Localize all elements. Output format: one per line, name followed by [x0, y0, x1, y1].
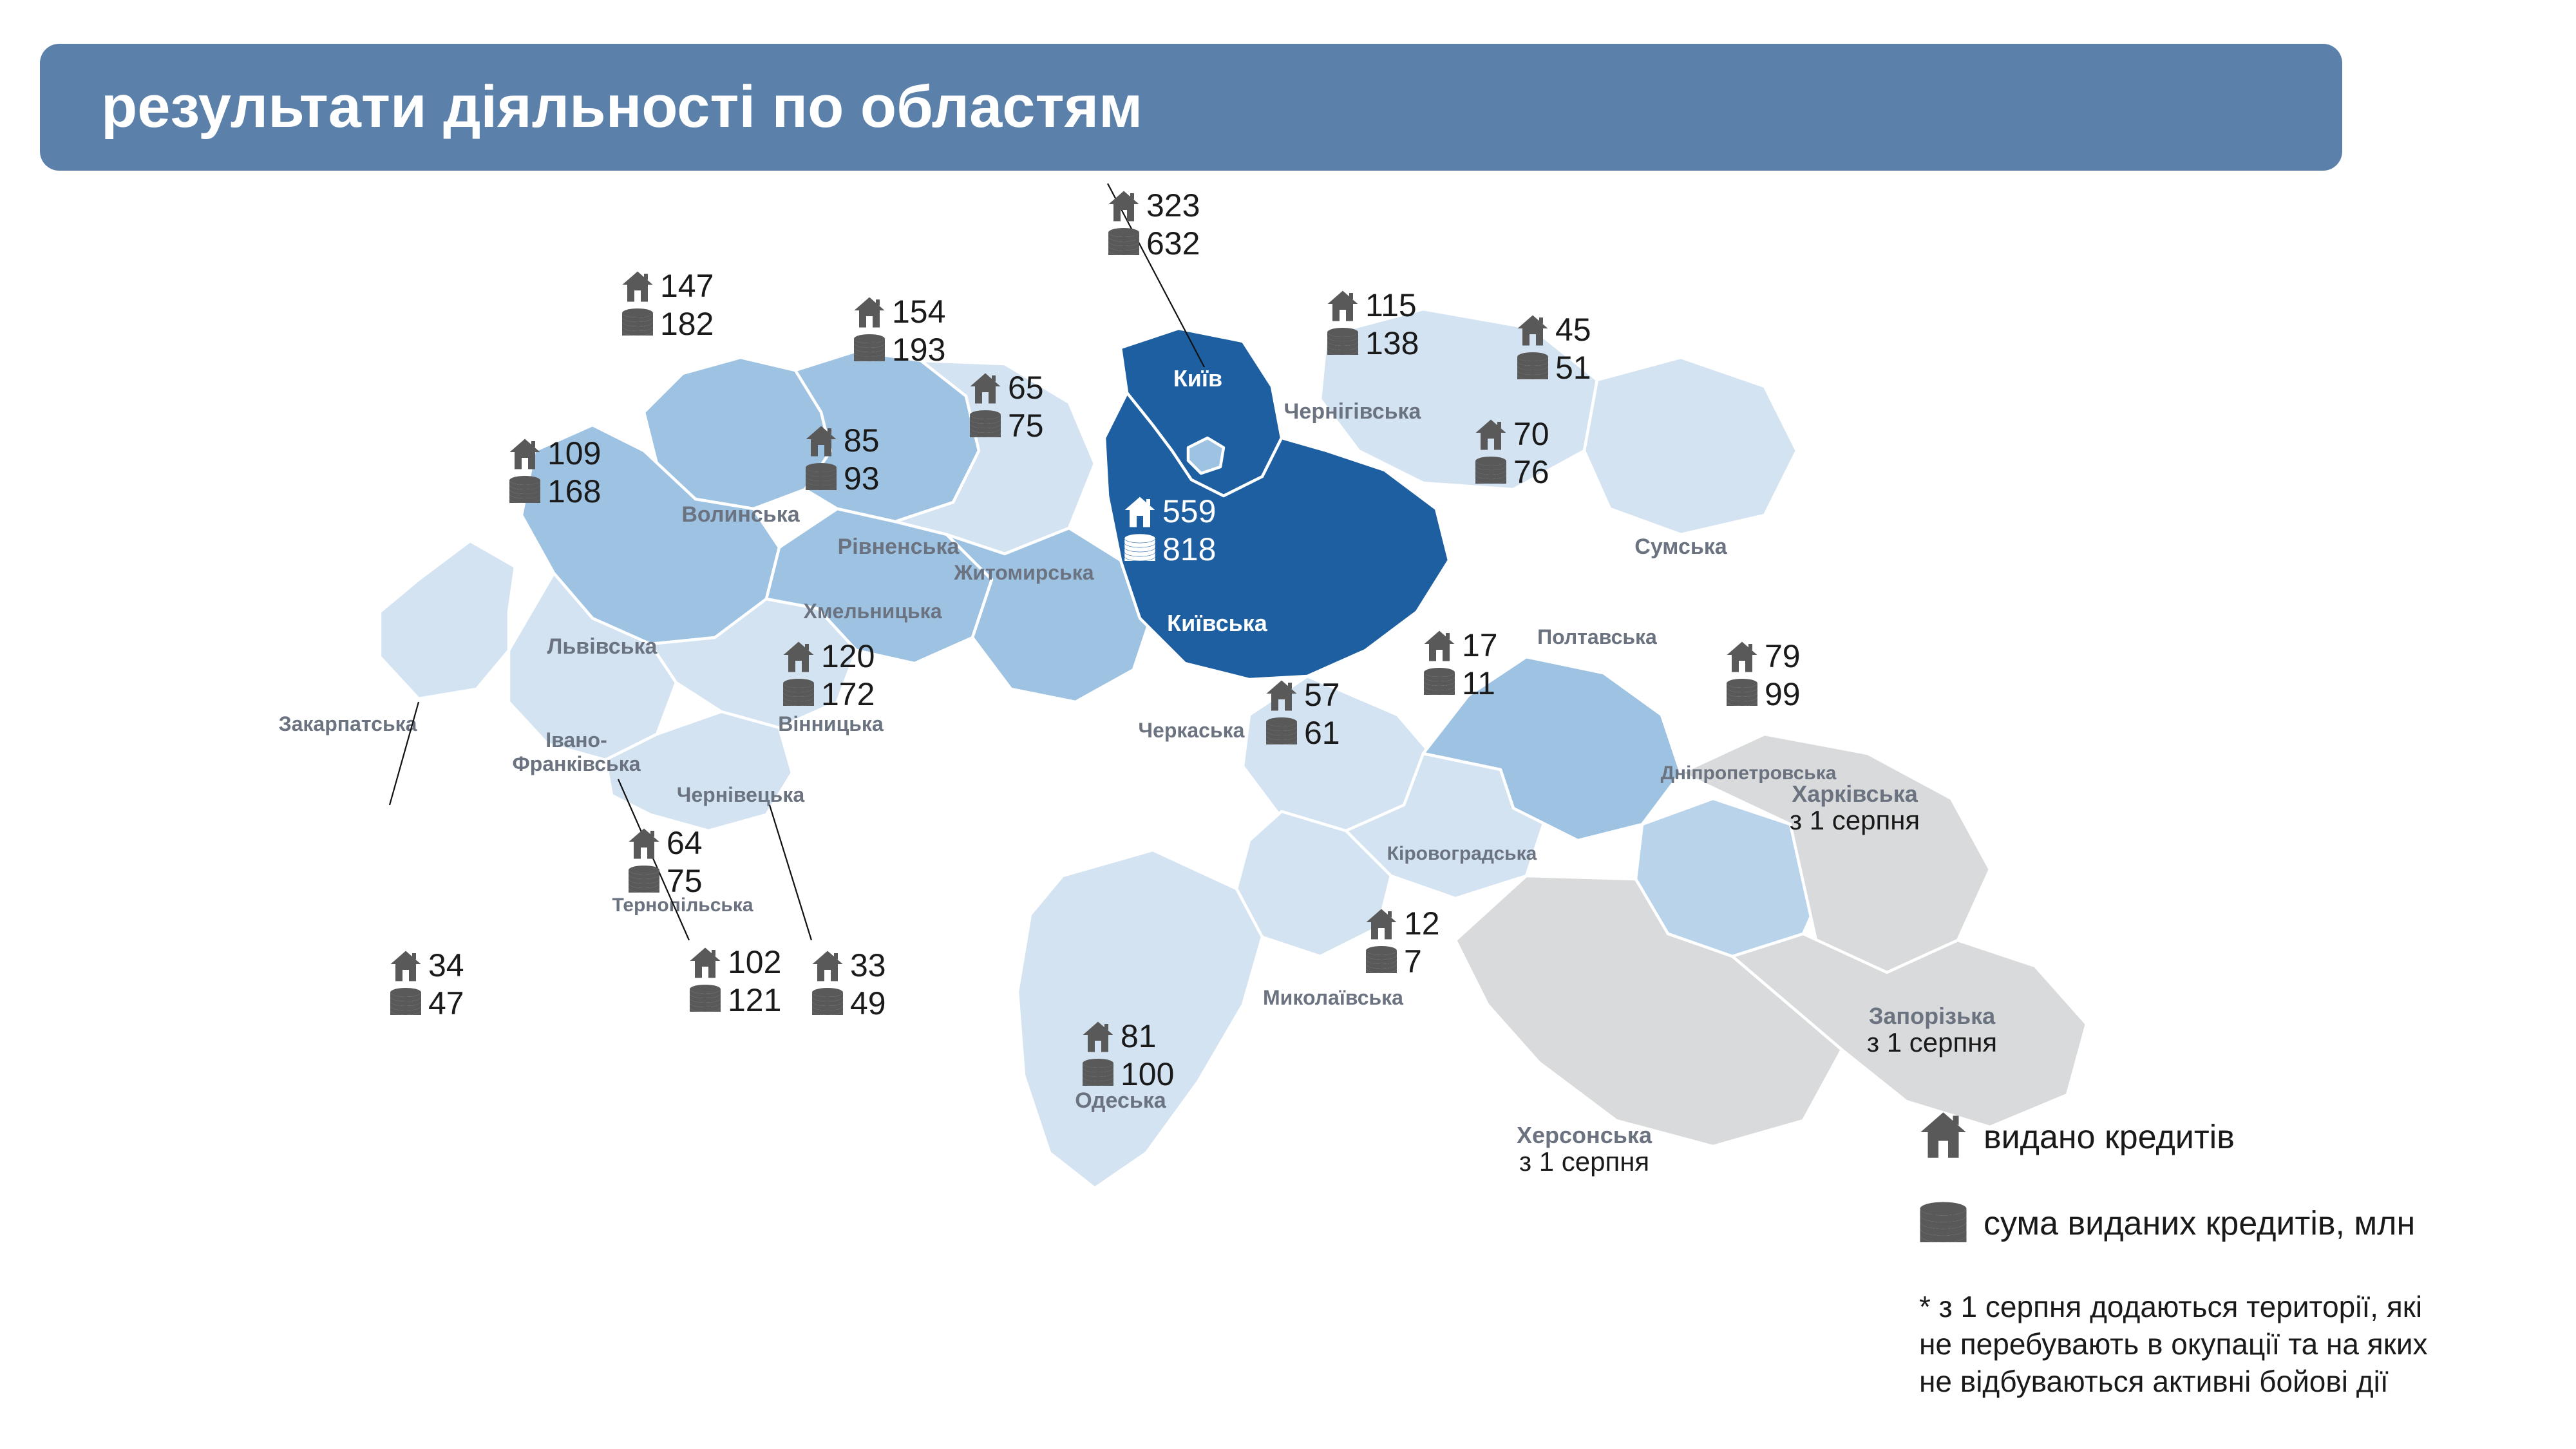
svg-text:* з 1 серпня додаються територ: * з 1 серпня додаються території, які не…: [1919, 1290, 2436, 1398]
svg-text:Хмельницька: Хмельницька: [804, 600, 942, 623]
svg-text:115: 115: [1365, 287, 1417, 323]
svg-text:182: 182: [660, 306, 714, 342]
svg-text:33: 33: [850, 947, 886, 983]
svg-text:17: 17: [1462, 627, 1498, 663]
svg-text:Чернівецька: Чернівецька: [677, 783, 804, 806]
svg-text:Миколаївська: Миколаївська: [1263, 986, 1403, 1009]
svg-text:85: 85: [844, 422, 880, 459]
svg-text:65: 65: [1008, 370, 1044, 406]
svg-text:Полтавська: Полтавська: [1537, 625, 1657, 649]
svg-text:Київ: Київ: [1173, 365, 1222, 392]
svg-text:172: 172: [821, 676, 875, 712]
svg-text:Вінницька: Вінницька: [778, 712, 884, 735]
svg-text:49: 49: [850, 985, 886, 1021]
svg-text:Сумська: Сумська: [1634, 535, 1728, 559]
svg-text:7: 7: [1404, 943, 1422, 980]
svg-text:57: 57: [1304, 677, 1340, 713]
svg-text:120: 120: [821, 638, 875, 674]
svg-text:76: 76: [1513, 454, 1549, 490]
svg-text:47: 47: [428, 985, 464, 1021]
svg-text:70: 70: [1513, 416, 1549, 452]
svg-text:81: 81: [1121, 1018, 1157, 1054]
svg-text:34: 34: [428, 947, 464, 983]
svg-text:154: 154: [892, 294, 945, 330]
svg-text:138: 138: [1365, 325, 1419, 361]
svg-text:Львівська: Львівська: [547, 634, 658, 659]
svg-text:61: 61: [1304, 715, 1340, 751]
svg-text:102: 102: [728, 944, 781, 980]
svg-text:79: 79: [1765, 638, 1801, 674]
svg-text:45: 45: [1555, 312, 1591, 348]
svg-text:193: 193: [892, 332, 945, 368]
svg-text:75: 75: [667, 863, 703, 899]
svg-text:147: 147: [660, 268, 714, 304]
svg-text:64: 64: [667, 825, 703, 861]
svg-text:99: 99: [1765, 676, 1801, 712]
svg-text:93: 93: [844, 460, 880, 497]
svg-text:Кіровоградська: Кіровоградська: [1387, 843, 1537, 864]
svg-text:сума виданих кредитів, млн: сума виданих кредитів, млн: [1984, 1205, 2415, 1242]
svg-text:Чернігівська: Чернігівська: [1284, 399, 1422, 424]
svg-text:Дніпропетровська: Дніпропетровська: [1661, 762, 1837, 784]
svg-text:632: 632: [1146, 225, 1200, 261]
svg-text:818: 818: [1162, 531, 1216, 567]
svg-text:75: 75: [1008, 408, 1044, 444]
svg-text:121: 121: [728, 982, 781, 1018]
svg-text:Рівненська: Рівненська: [838, 535, 960, 559]
svg-text:168: 168: [547, 473, 601, 509]
svg-text:11: 11: [1462, 665, 1495, 701]
svg-text:559: 559: [1162, 493, 1216, 529]
svg-text:Житомирська: Житомирська: [953, 561, 1094, 584]
svg-text:100: 100: [1121, 1056, 1174, 1092]
svg-text:51: 51: [1555, 350, 1591, 386]
svg-text:12: 12: [1404, 905, 1440, 942]
svg-text:Волинська: Волинська: [681, 502, 800, 527]
svg-text:Закарпатська: Закарпатська: [279, 712, 417, 735]
svg-text:323: 323: [1146, 187, 1200, 223]
svg-text:Київська: Київська: [1167, 610, 1268, 636]
svg-text:Черкаська: Черкаська: [1139, 719, 1245, 742]
svg-text:109: 109: [547, 435, 601, 471]
svg-text:видано кредитів: видано кредитів: [1984, 1119, 2235, 1156]
